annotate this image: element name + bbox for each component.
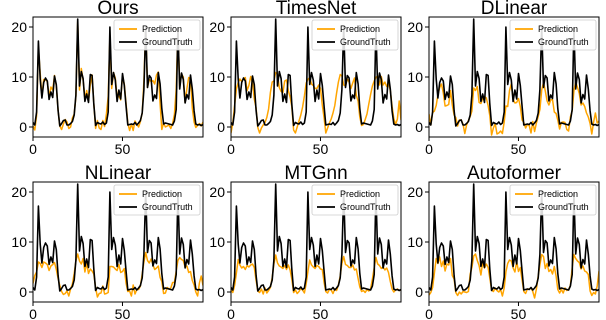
panel-title: Ours xyxy=(97,0,138,19)
legend: Prediction GroundTruth xyxy=(113,184,201,216)
y-tick-label: 20 xyxy=(407,19,423,35)
groundtruth-line xyxy=(231,183,401,292)
y-tick-label: 0 xyxy=(217,284,225,300)
panel-4: MTGnn 0 10 20 0 50 Prediction GroundTruth xyxy=(209,163,402,320)
legend-label: Prediction xyxy=(538,189,578,199)
legend-label: GroundTruth xyxy=(142,37,193,47)
groundtruth-line xyxy=(429,18,599,127)
legend-label: GroundTruth xyxy=(538,202,589,212)
prediction-line xyxy=(231,71,401,134)
legend-label: Prediction xyxy=(340,189,380,199)
x-tick-label: 0 xyxy=(227,306,235,320)
y-tick-label: 10 xyxy=(11,69,27,85)
legend-label: Prediction xyxy=(142,189,182,199)
x-tick-label: 50 xyxy=(511,306,527,320)
x-tick-label: 0 xyxy=(29,141,37,157)
y-tick-label: 20 xyxy=(209,19,225,35)
y-tick-label: 0 xyxy=(415,284,423,300)
y-tick-label: 0 xyxy=(217,119,225,135)
groundtruth-line xyxy=(429,183,599,292)
legend-label: GroundTruth xyxy=(538,37,589,47)
panel-title: NLinear xyxy=(85,163,152,184)
panel-title: MTGnn xyxy=(284,163,347,184)
panel-title: DLinear xyxy=(481,0,548,19)
y-tick-label: 10 xyxy=(11,234,27,250)
x-tick-label: 0 xyxy=(227,141,235,157)
y-tick-label: 10 xyxy=(407,69,423,85)
x-tick-label: 50 xyxy=(115,141,131,157)
prediction-line xyxy=(231,254,401,295)
x-tick-label: 50 xyxy=(313,306,329,320)
panel-3: NLinear 0 10 20 0 50 Prediction GroundTruth xyxy=(11,163,204,320)
panel-0: Ours 0 10 20 0 50 Prediction GroundTruth xyxy=(11,0,204,157)
legend: Prediction GroundTruth xyxy=(509,184,597,216)
legend-label: Prediction xyxy=(538,24,578,34)
panel-1: TimesNet 0 10 20 0 50 Prediction GroundTruth xyxy=(209,0,402,157)
y-tick-label: 20 xyxy=(209,184,225,200)
legend-label: GroundTruth xyxy=(340,37,391,47)
legend-label: Prediction xyxy=(340,24,380,34)
y-tick-label: 10 xyxy=(407,234,423,250)
y-tick-label: 20 xyxy=(11,184,27,200)
legend: Prediction GroundTruth xyxy=(311,184,399,216)
legend-label: GroundTruth xyxy=(142,202,193,212)
groundtruth-line xyxy=(33,183,203,292)
x-tick-label: 0 xyxy=(425,306,433,320)
x-tick-label: 0 xyxy=(29,306,37,320)
y-tick-label: 0 xyxy=(415,119,423,135)
groundtruth-line xyxy=(33,18,203,127)
y-tick-label: 10 xyxy=(209,69,225,85)
legend: Prediction GroundTruth xyxy=(509,19,597,51)
y-tick-label: 20 xyxy=(11,19,27,35)
y-tick-label: 0 xyxy=(19,284,27,300)
panel-title: Autoformer xyxy=(467,163,562,184)
x-tick-label: 50 xyxy=(511,141,527,157)
y-tick-label: 10 xyxy=(209,234,225,250)
x-tick-label: 50 xyxy=(313,141,329,157)
legend-label: Prediction xyxy=(142,24,182,34)
x-tick-label: 50 xyxy=(115,306,131,320)
legend-label: GroundTruth xyxy=(340,202,391,212)
panel-2: DLinear 0 10 20 0 50 Prediction GroundTruth xyxy=(407,0,600,157)
x-tick-label: 0 xyxy=(425,141,433,157)
y-tick-label: 0 xyxy=(19,119,27,135)
groundtruth-line xyxy=(231,18,401,127)
panel-title: TimesNet xyxy=(276,0,357,19)
legend: Prediction GroundTruth xyxy=(113,19,201,51)
panel-5: Autoformer 0 10 20 0 50 Prediction GroundTruth xyxy=(407,163,600,320)
y-tick-label: 20 xyxy=(407,184,423,200)
legend: Prediction GroundTruth xyxy=(311,19,399,51)
